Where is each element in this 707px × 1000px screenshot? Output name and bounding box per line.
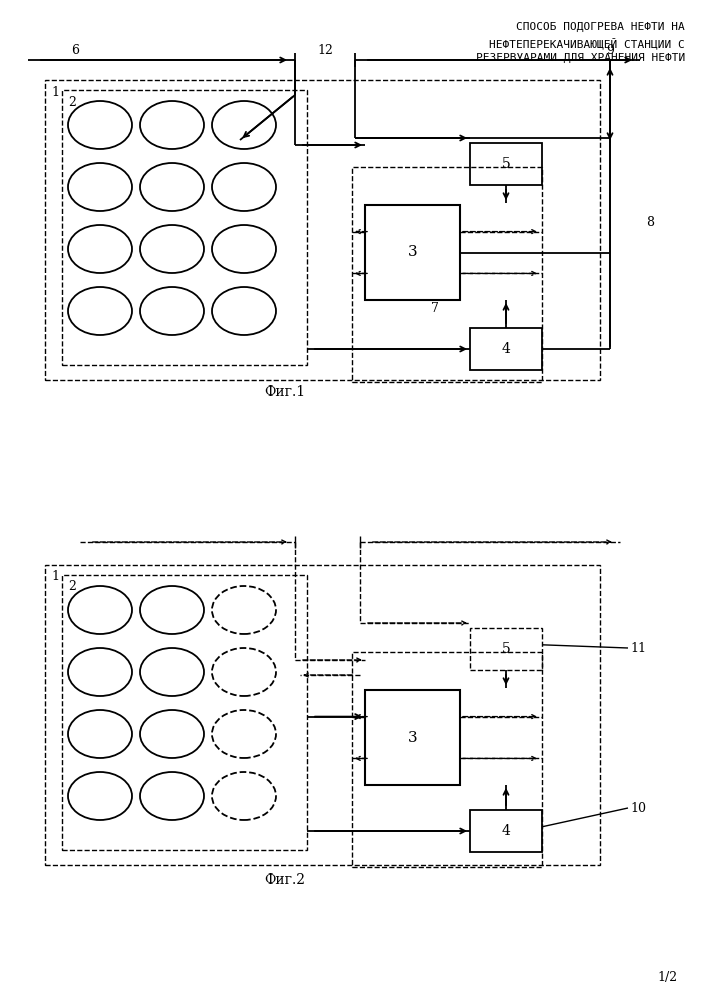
Text: 4: 4 [501,342,510,356]
Bar [470,328,542,370]
Bar [352,652,542,867]
Bar [352,167,542,382]
Text: 3: 3 [408,730,417,744]
Bar [45,565,600,865]
Bar [470,143,542,185]
Text: Фиг.1: Фиг.1 [264,385,305,399]
Text: 5: 5 [502,157,510,171]
Text: 10: 10 [630,802,646,814]
Text: 6: 6 [71,43,79,56]
Text: 9: 9 [606,43,614,56]
Text: 4: 4 [501,824,510,838]
Text: 1: 1 [51,570,59,584]
Text: 1/2: 1/2 [658,972,678,984]
Text: Фиг.2: Фиг.2 [264,873,305,887]
Text: 3: 3 [408,245,417,259]
Bar [470,628,542,670]
Text: 8: 8 [646,216,654,229]
Text: СПОСОБ ПОДОГРЕВА НЕФТИ НА
НЕФТЕПЕРЕКАЧИВАЮЩЕЙ СТАНЦИИ С
РЕЗЕРВУАРАМИ ДЛЯ ХРАНЕНИ: СПОСОБ ПОДОГРЕВА НЕФТИ НА НЕФТЕПЕРЕКАЧИВ… [476,22,685,63]
Text: 7: 7 [431,302,439,314]
Bar [62,575,307,850]
Text: 5: 5 [502,642,510,656]
Text: 2: 2 [68,96,76,108]
Bar [45,80,600,380]
Text: 12: 12 [317,43,333,56]
Bar [365,205,460,300]
Bar [470,810,542,852]
Text: 11: 11 [630,642,646,654]
Text: 2: 2 [68,580,76,593]
Text: 1: 1 [51,86,59,99]
Bar [365,690,460,785]
Bar [62,90,307,365]
